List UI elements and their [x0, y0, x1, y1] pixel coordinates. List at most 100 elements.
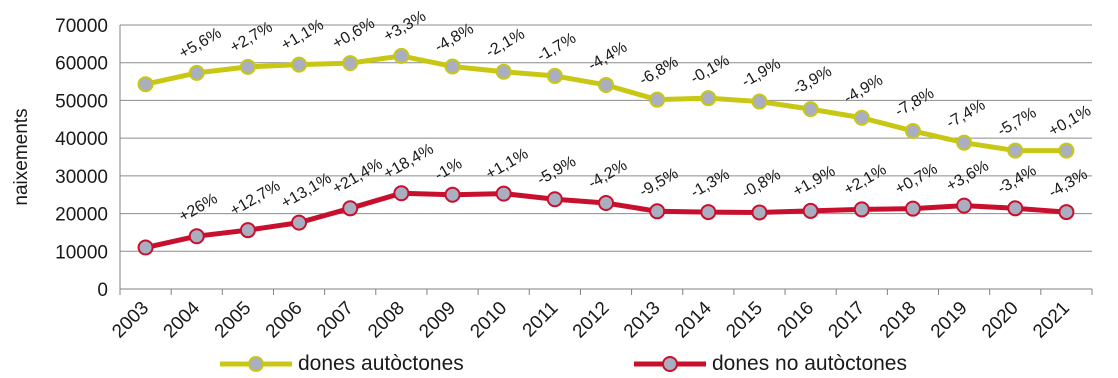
data-point [444, 186, 461, 203]
y-tick-label: 30000 [55, 167, 108, 188]
data-point [393, 47, 410, 64]
data-point [904, 122, 921, 139]
x-tick-label: 2004 [160, 297, 205, 342]
change-label: -3,9% [790, 63, 835, 99]
data-point [700, 90, 717, 107]
data-point [700, 204, 717, 221]
change-label: +21,4% [330, 156, 386, 198]
data-point [853, 201, 870, 218]
change-label: -5,7% [995, 104, 1040, 140]
data-point [1058, 204, 1075, 221]
change-label: +26% [176, 190, 220, 225]
y-tick-label: 50000 [55, 91, 108, 112]
x-tick-label: 2020 [978, 298, 1023, 343]
change-label: -4,8% [432, 20, 477, 56]
y-tick-label: 70000 [55, 16, 108, 37]
line-chart: 0 10000 20000 30000 40000 50000 60000 70000 naix… [11, 8, 1094, 343]
change-label: -4,4% [586, 39, 631, 75]
change-label: +1,1% [483, 145, 531, 183]
y-tick-label: 60000 [55, 54, 108, 75]
data-point [495, 63, 512, 80]
data-point [444, 58, 461, 75]
y-tick-label: 10000 [55, 242, 108, 263]
data-point [1007, 142, 1024, 159]
legend: dones autòctones dones no autòctones [0, 350, 1118, 378]
x-tick-label: 2018 [876, 298, 921, 343]
change-label: -1,3% [688, 166, 733, 202]
data-point [137, 76, 154, 93]
legend-swatch-series-2 [634, 356, 706, 372]
x-tick-label: 2008 [364, 298, 409, 343]
data-point [598, 76, 614, 93]
change-label: +1,1% [279, 16, 327, 54]
change-label: +5,6% [176, 25, 224, 63]
change-label: +0,7% [892, 161, 940, 199]
x-tick-label: 2015 [722, 298, 767, 343]
x-tick-label: 2013 [620, 298, 665, 343]
data-point [649, 203, 666, 220]
change-label: -5,9% [534, 153, 579, 189]
data-point [546, 67, 563, 84]
change-label: +3,6% [944, 157, 992, 195]
change-label: -2,1% [483, 26, 528, 62]
x-tick-label: 2011 [519, 298, 563, 342]
change-label: -0,1% [688, 52, 733, 88]
data-point [1007, 200, 1024, 217]
data-point [291, 56, 308, 73]
change-label: +2,1% [841, 161, 889, 199]
legend-item-series-2: dones no autòctones [632, 350, 907, 378]
change-label: +1,9% [790, 163, 838, 201]
x-tick-label: 2010 [466, 298, 511, 343]
legend-label-series-2: dones no autòctones [712, 352, 907, 375]
x-tick-label: 2006 [262, 298, 307, 343]
x-tick-label: 2016 [773, 298, 818, 343]
change-label: -4,3% [1046, 166, 1091, 202]
data-point [239, 58, 256, 75]
legend-swatch-series-1 [220, 356, 292, 372]
data-point [393, 185, 410, 202]
data-point [802, 101, 819, 118]
change-label: -3,4% [995, 162, 1040, 198]
data-point [291, 214, 308, 231]
change-label: -1,9% [739, 55, 784, 91]
change-label: +3,3% [381, 8, 429, 46]
change-label: +0,6% [330, 15, 378, 53]
y-tick-label: 20000 [55, 205, 108, 226]
change-label: -6,8% [637, 54, 682, 90]
change-label: -4,2% [586, 157, 631, 193]
data-point [649, 91, 666, 108]
x-tick-label: 2021 [1029, 298, 1074, 343]
change-label: +18,4% [381, 141, 437, 183]
change-label: -1% [432, 155, 465, 184]
data-point [904, 200, 921, 217]
data-point [188, 228, 205, 245]
change-label: -4,9% [841, 72, 886, 108]
data-point [1058, 142, 1075, 159]
data-point [239, 222, 256, 239]
change-label: -1,7% [534, 30, 579, 66]
data-point [342, 200, 359, 217]
x-tick-label: 2003 [108, 298, 153, 343]
x-tick-label: 2007 [313, 298, 358, 343]
data-point [598, 195, 614, 212]
data-point [188, 64, 205, 81]
legend-label-series-1: dones autòctones [298, 352, 464, 375]
data-point [751, 204, 768, 221]
data-point [802, 202, 819, 219]
data-point [956, 197, 973, 214]
x-tick-label: 2017 [825, 298, 870, 343]
change-label: -7,8% [892, 85, 937, 121]
x-tick-label: 2012 [569, 298, 614, 343]
change-label: -9,5% [637, 165, 682, 201]
y-tick-label: 40000 [55, 129, 108, 150]
x-tick-label: 2005 [211, 298, 256, 343]
x-tick-label: 2019 [927, 298, 972, 343]
data-point [137, 239, 154, 256]
x-tick-label: 2009 [415, 298, 460, 343]
x-tick-label: 2014 [671, 297, 716, 342]
change-label: -0,8% [739, 166, 784, 202]
change-label: +0,1% [1046, 102, 1094, 140]
y-tick-label: 0 [97, 280, 108, 301]
change-label: +2,7% [227, 19, 275, 57]
